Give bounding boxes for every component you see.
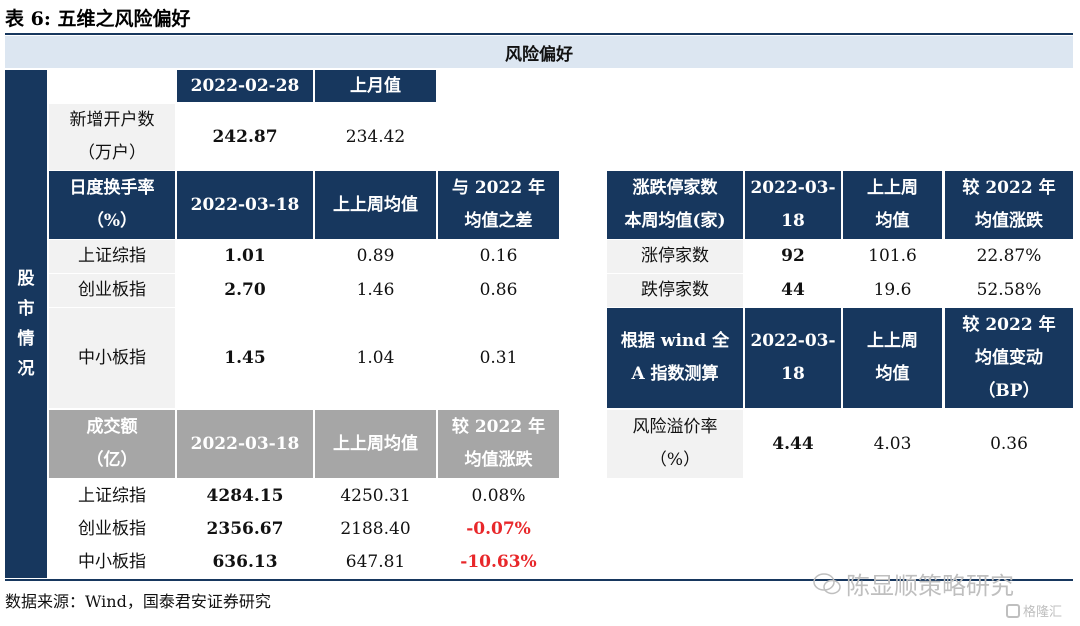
volume-row-v3: 0.08% [471,486,526,506]
premium-prev-value: 4.03 [873,433,912,454]
premium-prev-header: 上上周 均值 [843,308,942,408]
volume-row-v2: 647.81 [345,552,406,572]
volume-row-name: 中小板指 [78,552,146,572]
watermark-logo: 格隆汇 [1006,601,1062,620]
volume-date-header: 2022-03-18 [177,410,313,478]
volume-row-v3-negative: -0.07% [466,519,531,539]
volume-diff-header: 较 2022 年 均值涨跌 [438,410,559,478]
table-title: 表 6: 五维之风险偏好 [5,8,191,30]
volume-row-v1: 636.13 [212,552,278,572]
premium-current-value: 4.44 [772,433,814,454]
accounts-row-label: 新增开户数 （万户） [49,104,175,170]
turnover-row-v1: 2.70 [224,280,266,300]
turnover-row-name: 上证综指 [49,240,175,273]
premium-date-header: 2022-03- 18 [745,308,841,408]
table-banner: 风险偏好 [5,36,1073,68]
limit-prev-header: 上上周 均值 [843,171,942,239]
limit-diff-header: 较 2022 年 均值涨跌 [945,171,1073,239]
limit-row-v2: 101.6 [868,246,917,266]
watermark-text: 陈显顺策略研究 [846,572,1014,600]
side-label-char: 股 [17,269,35,289]
turnover-diff-header: 与 2022 年 均值之差 [438,171,559,239]
watermark: 陈显顺策略研究 [812,566,1014,601]
bottom-rule [5,579,1073,581]
volume-label-header: 成交额 （亿） [49,410,175,478]
top-rule [5,33,1073,35]
premium-label-header: 根据 wind 全 A 指数测算 [607,308,743,408]
source-note: 数据来源：Wind，国泰君安证券研究 [5,592,271,611]
limit-row-name: 涨停家数 [607,240,743,273]
limit-row-v3: 52.58% [976,280,1042,300]
volume-row-v1: 4284.15 [206,486,284,506]
turnover-row-name: 中小板指 [49,308,175,408]
accounts-date-header: 2022-02-28 [177,70,313,102]
turnover-row-v1: 1.01 [224,246,266,266]
volume-prev-header: 上上周均值 [315,410,436,478]
limit-date-header: 2022-03- 18 [745,171,841,239]
volume-row-name: 创业板指 [78,519,146,539]
turnover-row-v1: 1.45 [224,347,266,368]
side-label-char: 情 [17,329,35,349]
watermark-logo-text: 格隆汇 [1023,605,1063,620]
volume-row-v1: 2356.67 [206,519,284,539]
volume-row-name: 上证综指 [78,486,146,506]
turnover-date-header: 2022-03-18 [177,171,313,239]
limit-row-v3: 22.87% [976,246,1042,266]
volume-row-v2: 4250.31 [340,486,411,506]
turnover-prev-header: 上上周均值 [315,171,436,239]
turnover-row-name: 创业板指 [49,274,175,307]
volume-row-v3-negative: -10.63% [460,552,537,572]
side-label-char: 况 [17,359,35,379]
premium-row-label: 风险溢价率 （%） [607,410,743,478]
limit-row-v1: 92 [781,246,805,266]
wechat-icon [813,572,841,594]
turnover-row-v2: 1.46 [356,280,395,300]
limit-label-header: 涨跌停家数 本周均值(家) [607,171,743,239]
turnover-row-v3: 0.16 [479,246,518,266]
turnover-row-v2: 1.04 [356,347,395,368]
accounts-prev-value: 234.42 [345,126,406,147]
limit-row-name: 跌停家数 [607,274,743,307]
side-label-char: 市 [17,299,35,319]
turnover-label-header: 日度换手率 （%） [49,171,175,239]
limit-row-v2: 19.6 [873,280,912,300]
turnover-row-v3: 0.31 [479,347,518,368]
limit-row-v1: 44 [781,280,805,300]
logo-icon [1006,603,1020,618]
volume-row-v2: 2188.40 [340,519,411,539]
turnover-row-v3: 0.86 [479,280,518,300]
side-label-stock-market: 股 市 情 况 [5,70,47,578]
accounts-current-value: 242.87 [212,126,278,147]
premium-change-value: 0.36 [990,433,1028,454]
premium-diff-header: 较 2022 年 均值变动 （BP） [945,308,1073,408]
accounts-prev-header: 上月值 [315,70,436,102]
turnover-row-v2: 0.89 [356,246,395,266]
